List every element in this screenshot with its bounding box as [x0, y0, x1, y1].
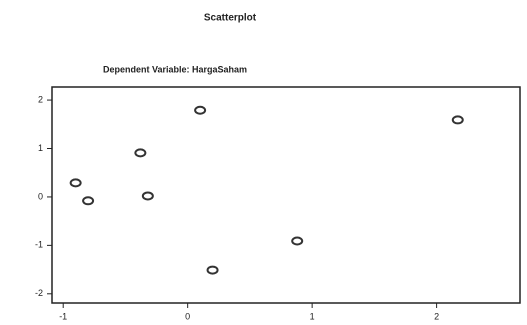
point — [451, 115, 464, 125]
point — [206, 265, 219, 275]
point — [141, 191, 154, 201]
x-tick-label: -1 — [59, 311, 67, 321]
chart-title: Scatterplot — [204, 13, 257, 24]
y-tick-label: 1 — [38, 143, 43, 153]
y-tick-label: 0 — [38, 191, 43, 201]
point — [134, 148, 147, 158]
x-tick-label: 2 — [434, 311, 439, 321]
point — [82, 196, 95, 206]
plot-frame — [51, 86, 521, 304]
point — [194, 105, 207, 115]
x-tick-label: 1 — [310, 311, 315, 321]
point — [69, 178, 82, 188]
x-tick-label: 0 — [185, 311, 190, 321]
y-tick-label: 2 — [38, 94, 43, 104]
y-tick-label: -1 — [35, 240, 43, 250]
point — [291, 236, 304, 246]
chart-subtitle: Dependent Variable: HargaSaham — [103, 64, 247, 74]
y-tick-label: -2 — [35, 288, 43, 298]
